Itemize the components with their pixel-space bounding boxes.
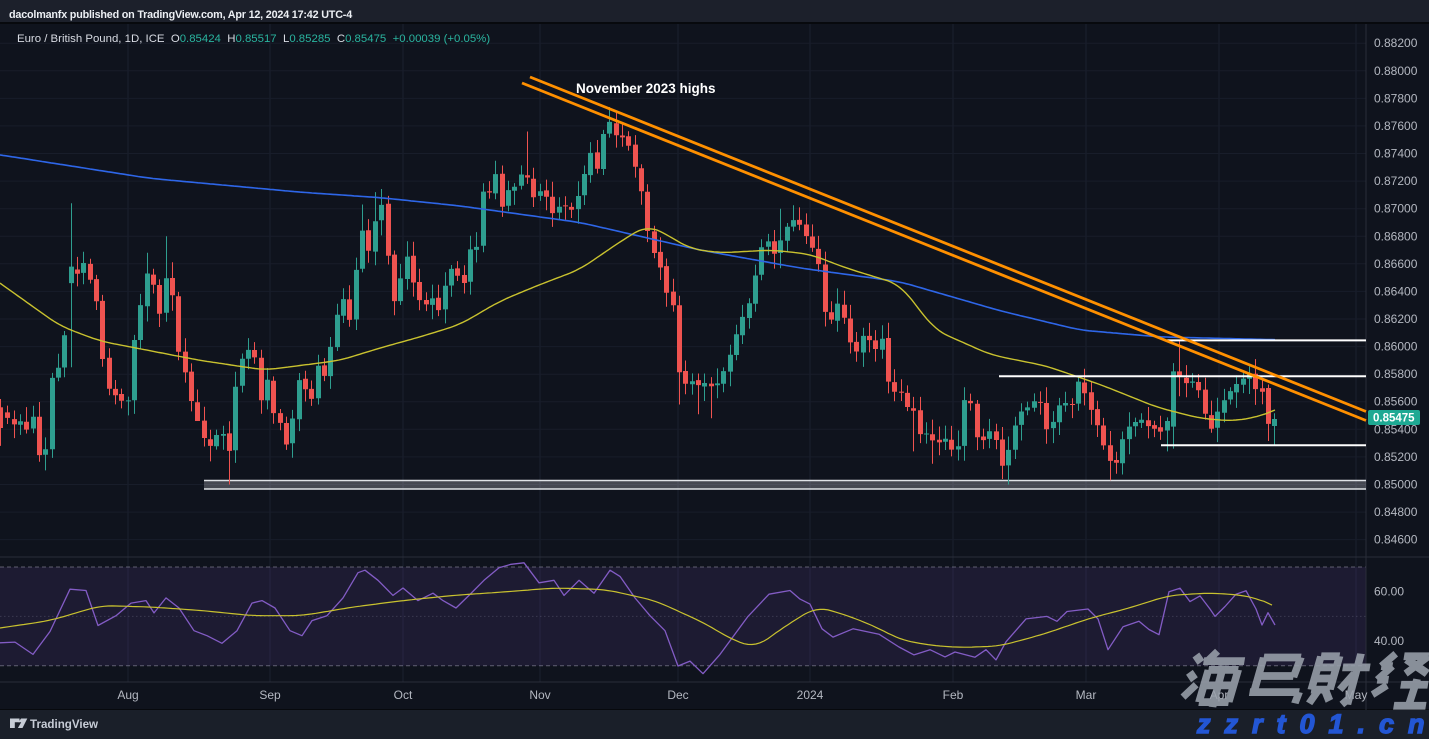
svg-text:Nov: Nov bbox=[529, 688, 550, 702]
svg-text:Sep: Sep bbox=[259, 688, 281, 702]
svg-text:0.85400: 0.85400 bbox=[1374, 422, 1418, 436]
svg-text:0.85475: 0.85475 bbox=[1373, 413, 1415, 425]
svg-text:0.85200: 0.85200 bbox=[1374, 450, 1418, 464]
svg-text:0.84600: 0.84600 bbox=[1374, 533, 1418, 547]
svg-text:0.84800: 0.84800 bbox=[1374, 505, 1418, 519]
svg-text:Oct: Oct bbox=[394, 688, 413, 702]
svg-text:60.00: 60.00 bbox=[1374, 585, 1404, 599]
svg-text:Dec: Dec bbox=[667, 688, 688, 702]
svg-text:Euro / British Pound, 1D, ICE: Euro / British Pound, 1D, ICE O0.85424 H… bbox=[17, 33, 490, 45]
svg-text:0.86400: 0.86400 bbox=[1374, 284, 1418, 298]
svg-text:0.85800: 0.85800 bbox=[1374, 367, 1418, 381]
svg-text:0.87200: 0.87200 bbox=[1374, 174, 1418, 188]
svg-text:0.87800: 0.87800 bbox=[1374, 91, 1418, 105]
svg-text:dacolmanfx published on Tradin: dacolmanfx published on TradingView.com,… bbox=[9, 9, 352, 21]
svg-text:0.87600: 0.87600 bbox=[1374, 119, 1418, 133]
svg-text:0.86200: 0.86200 bbox=[1374, 312, 1418, 326]
svg-text:0.86800: 0.86800 bbox=[1374, 229, 1418, 243]
svg-text:40.00: 40.00 bbox=[1374, 634, 1404, 648]
svg-text:Mar: Mar bbox=[1076, 688, 1097, 702]
svg-text:0.86000: 0.86000 bbox=[1374, 340, 1418, 354]
svg-text:0.87400: 0.87400 bbox=[1374, 147, 1418, 161]
svg-text:Feb: Feb bbox=[943, 688, 964, 702]
svg-text:Aug: Aug bbox=[117, 688, 138, 702]
svg-text:November 2023 highs: November 2023 highs bbox=[576, 81, 716, 96]
svg-text:0.88200: 0.88200 bbox=[1374, 36, 1418, 50]
svg-text:2024: 2024 bbox=[797, 688, 824, 702]
svg-text:TradingView: TradingView bbox=[30, 718, 99, 731]
svg-text:0.86600: 0.86600 bbox=[1374, 257, 1418, 271]
svg-text:0.85600: 0.85600 bbox=[1374, 395, 1418, 409]
svg-text:0.88000: 0.88000 bbox=[1374, 64, 1418, 78]
svg-text:0.87000: 0.87000 bbox=[1374, 202, 1418, 216]
svg-text:0.85000: 0.85000 bbox=[1374, 478, 1418, 492]
svg-text:zzrt01.cn: zzrt01.cn bbox=[1196, 709, 1429, 739]
